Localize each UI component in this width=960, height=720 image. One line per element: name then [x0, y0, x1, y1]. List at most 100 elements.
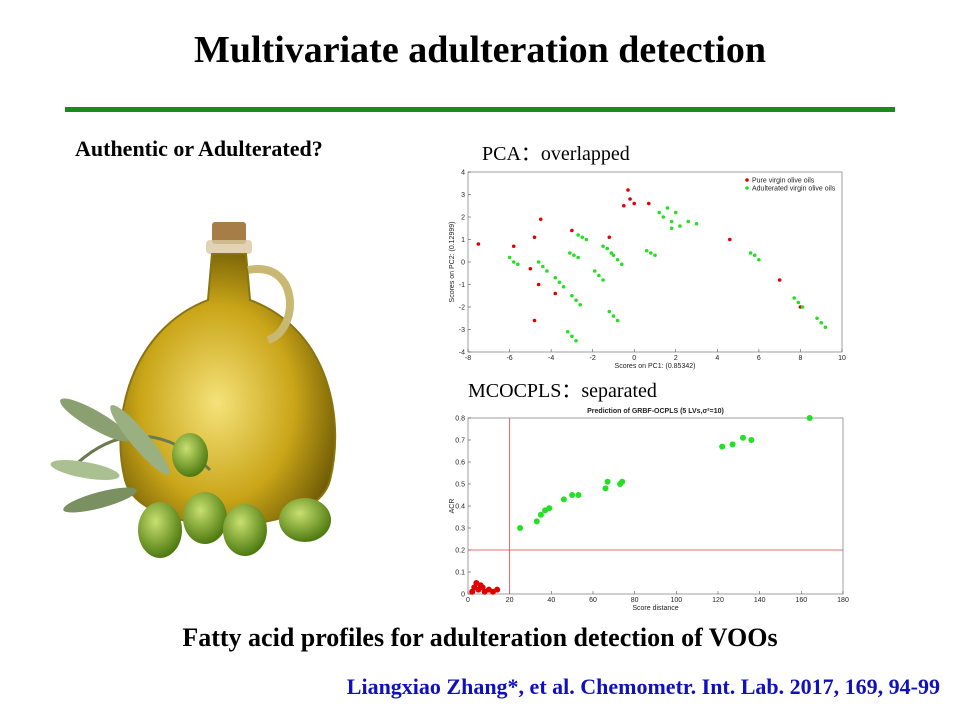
citation: Liangxiao Zhang*, et al. Chemometr. Int.…: [347, 674, 940, 699]
point: [601, 244, 605, 249]
x-axis-label: Scores on PC1: (0.85342): [615, 363, 696, 370]
point: [729, 441, 736, 448]
y-axis-label: ACR: [449, 499, 456, 514]
point: [511, 260, 516, 264]
x-tick-label: 4: [715, 355, 719, 362]
point: [632, 201, 637, 206]
point: [644, 248, 649, 253]
point: [494, 586, 501, 593]
point: [657, 210, 661, 215]
point: [574, 338, 578, 343]
y-tick-label: 2: [461, 215, 465, 222]
point: [669, 226, 674, 231]
y-tick-label: -4: [459, 350, 465, 357]
y-tick-label: 0: [461, 260, 465, 267]
legend-marker: [745, 178, 749, 182]
y-tick-label: -3: [459, 327, 465, 334]
x-tick-label: 80: [631, 597, 639, 604]
divider: [65, 107, 895, 112]
point: [628, 197, 632, 201]
x-tick-label: 8: [798, 355, 802, 362]
point: [537, 511, 544, 518]
point: [815, 316, 819, 321]
point: [568, 251, 572, 255]
x-tick-label: -4: [548, 355, 554, 362]
x-tick-label: 2: [674, 355, 678, 362]
point: [694, 221, 699, 226]
point: [748, 251, 753, 255]
point: [607, 235, 612, 240]
point: [615, 257, 620, 262]
point: [545, 269, 549, 273]
point: [686, 219, 691, 224]
plot-frame: [467, 417, 844, 595]
point: [626, 188, 630, 192]
slide-title: Multivariate adulteration detection: [194, 29, 766, 71]
y-tick-label: -2: [459, 305, 465, 312]
point: [823, 325, 828, 330]
point: [649, 251, 653, 255]
point: [546, 505, 553, 512]
x-axis-label: Score distance: [632, 605, 678, 612]
plot-frame: [467, 171, 843, 353]
point: [538, 217, 543, 222]
point: [601, 278, 605, 282]
y-tick-label: 0.5: [455, 482, 465, 489]
point: [553, 275, 558, 280]
point: [528, 266, 533, 271]
x-tick-label: 100: [670, 597, 682, 604]
question: Authentic or Adulterated?: [75, 136, 323, 161]
point: [719, 443, 726, 450]
point: [748, 437, 755, 443]
point: [619, 478, 626, 485]
y-tick-label: 0.6: [455, 460, 465, 467]
point: [819, 320, 824, 325]
point: [570, 293, 574, 298]
x-tick-label: 180: [837, 597, 849, 604]
point: [622, 203, 626, 208]
point: [536, 260, 541, 264]
point: [576, 233, 580, 237]
x-tick-label: -8: [465, 355, 471, 362]
x-tick-label: 40: [547, 597, 555, 604]
y-tick-label: 3: [461, 192, 465, 199]
point: [646, 201, 651, 206]
point: [584, 237, 589, 242]
point: [561, 284, 566, 289]
y-tick-label: 1: [461, 237, 465, 244]
point: [611, 314, 616, 318]
point: [570, 334, 574, 339]
point: [557, 280, 562, 285]
y-tick-label: 0: [461, 592, 465, 599]
point: [615, 318, 620, 323]
point: [572, 253, 576, 258]
x-tick-label: 20: [506, 597, 514, 604]
point: [752, 253, 757, 258]
x-tick-label: 6: [757, 355, 761, 362]
point: [533, 518, 540, 525]
x-tick-label: 160: [795, 597, 807, 604]
y-tick-label: 4: [461, 170, 465, 177]
point: [757, 257, 761, 262]
point: [541, 264, 545, 269]
legend-label: Pure virgin olive oils: [752, 178, 815, 185]
point: [611, 253, 616, 258]
point: [507, 255, 512, 260]
x-tick-label: 0: [632, 355, 636, 362]
x-tick-label: 60: [589, 597, 597, 604]
x-tick-label: 120: [712, 597, 724, 604]
point: [578, 302, 582, 307]
y-tick-label: 0.4: [455, 504, 465, 511]
point: [476, 242, 481, 246]
point: [806, 415, 813, 421]
point: [569, 492, 576, 498]
y-axis-label: Scores on PC2: (0.12999): [449, 222, 456, 303]
x-tick-label: 140: [754, 597, 766, 604]
point: [516, 262, 520, 267]
x-tick-label: 10: [838, 355, 846, 362]
point: [565, 329, 570, 334]
point: [597, 273, 601, 278]
point: [536, 282, 541, 287]
